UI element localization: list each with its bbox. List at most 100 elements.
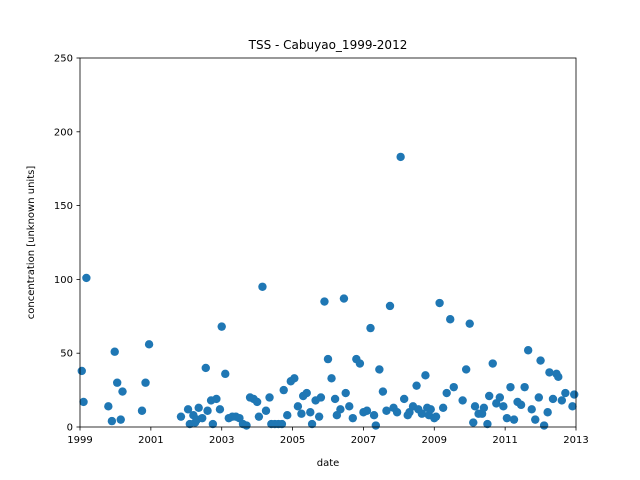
data-point: [366, 323, 375, 333]
data-point: [554, 372, 563, 382]
x-tick-label: 2007: [351, 435, 376, 446]
y-tick-label: 100: [54, 275, 73, 286]
data-point: [543, 408, 552, 417]
data-point: [557, 396, 567, 405]
data-point: [568, 402, 577, 411]
data-point: [375, 365, 384, 374]
data-point: [385, 301, 395, 311]
data-point: [502, 413, 512, 423]
data-point: [77, 366, 86, 376]
data-point: [536, 356, 545, 365]
data-point: [527, 405, 536, 414]
data-point: [465, 319, 474, 328]
data-point: [290, 374, 299, 383]
data-point: [327, 374, 336, 383]
data-point: [316, 393, 326, 402]
data-points: [77, 152, 579, 430]
x-tick-label: 2003: [209, 435, 234, 446]
data-point: [417, 409, 427, 418]
data-point: [382, 406, 391, 415]
data-point: [483, 419, 492, 429]
data-point: [431, 412, 441, 421]
data-point: [254, 412, 264, 421]
data-point: [426, 405, 435, 414]
data-point: [144, 340, 154, 349]
data-point: [399, 394, 409, 404]
data-point: [520, 382, 529, 392]
y-tick-label: 200: [54, 127, 73, 138]
data-point: [279, 385, 288, 395]
data-point: [339, 294, 349, 303]
data-point: [215, 405, 225, 414]
data-point: [442, 388, 451, 398]
data-point: [479, 403, 489, 413]
data-point: [461, 365, 471, 374]
data-point: [499, 402, 508, 411]
data-point: [314, 412, 324, 421]
data-point: [208, 419, 218, 429]
data-point: [396, 152, 405, 162]
data-point: [107, 416, 117, 426]
data-point: [412, 381, 421, 390]
data-point: [548, 394, 558, 404]
data-point: [336, 405, 345, 414]
data-point: [570, 390, 579, 399]
data-point: [82, 273, 91, 283]
data-point: [113, 378, 122, 387]
x-axis-label: date: [317, 458, 340, 469]
data-point: [110, 347, 119, 356]
data-point: [330, 394, 340, 404]
data-point: [516, 400, 526, 410]
data-point: [302, 388, 311, 398]
plot-frame: [79, 57, 577, 428]
y-tick-label: 150: [54, 201, 73, 212]
data-point: [435, 298, 444, 308]
data-point: [265, 393, 274, 402]
data-point: [506, 382, 515, 392]
data-point: [198, 413, 207, 423]
data-point: [469, 418, 478, 427]
data-point: [488, 359, 497, 368]
data-point: [242, 421, 251, 430]
data-point: [183, 405, 193, 414]
data-point: [523, 346, 533, 355]
data-point: [534, 393, 543, 402]
data-point: [449, 382, 458, 392]
data-point: [194, 403, 203, 413]
data-point: [221, 369, 230, 379]
data-point: [293, 402, 303, 411]
data-point: [79, 397, 88, 407]
data-point: [458, 396, 467, 405]
x-tick-label: 1999: [67, 435, 92, 446]
data-point: [277, 419, 287, 429]
y-tick-label: 50: [60, 349, 73, 360]
data-point: [470, 402, 480, 411]
data-point: [203, 406, 212, 415]
data-point: [362, 406, 372, 415]
data-point: [104, 402, 113, 411]
y-tick-label: 250: [54, 54, 73, 65]
data-point: [369, 410, 379, 420]
y-axis: 0 50 100 150 200 250: [54, 54, 80, 434]
data-point: [258, 282, 267, 291]
x-tick-label: 2009: [422, 435, 447, 446]
data-point: [307, 419, 317, 429]
data-point: [320, 297, 329, 306]
data-point: [252, 397, 262, 407]
data-point: [392, 408, 402, 417]
data-point: [297, 409, 306, 418]
y-axis-label: concentration [unknown units]: [26, 166, 37, 320]
data-point: [348, 413, 357, 423]
data-point: [341, 388, 350, 398]
y-tick-label: 0: [67, 423, 73, 434]
data-point: [371, 421, 381, 430]
data-point: [531, 415, 540, 424]
x-tick-label: 2001: [138, 435, 163, 446]
chart-title: TSS - Cabuyao_1999-2012: [248, 38, 408, 52]
data-point: [355, 359, 365, 368]
data-point: [438, 403, 448, 413]
x-tick-label: 2013: [563, 435, 588, 446]
data-point: [217, 322, 226, 331]
